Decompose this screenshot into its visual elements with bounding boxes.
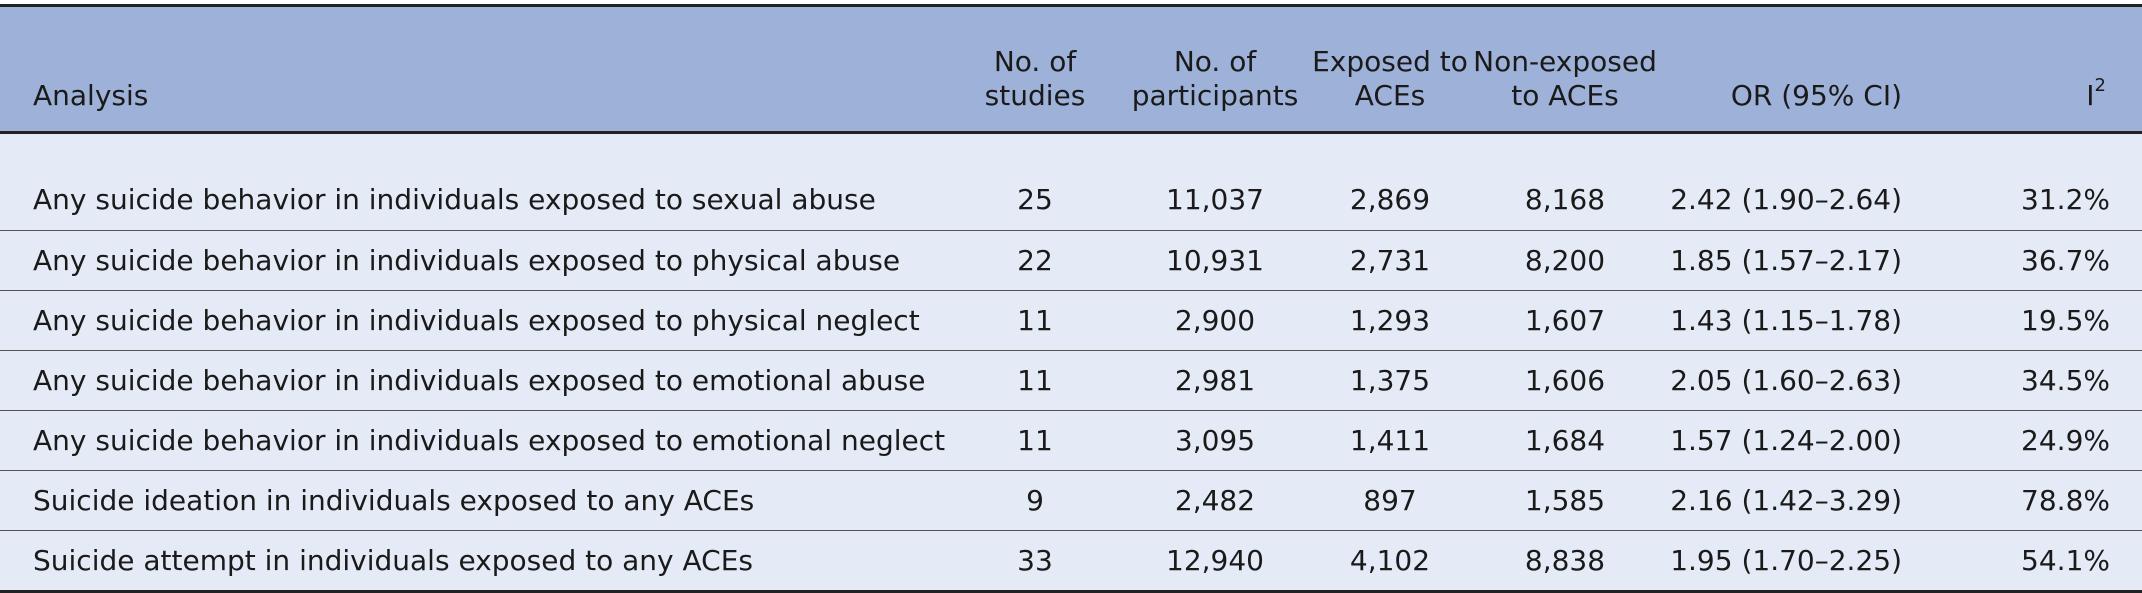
cell-or-ci: 1.95 (1.70–2.25) <box>1660 530 1942 593</box>
header-i2: I2 <box>1942 4 2142 134</box>
cell-or-ci: 2.42 (1.90–2.64) <box>1660 132 1942 231</box>
cell-i2: 78.8% <box>1942 470 2142 531</box>
cell-or-ci: 1.57 (1.24–2.00) <box>1660 410 1942 471</box>
cell-exposed: 4,102 <box>1310 530 1470 593</box>
header-row: Analysis No. of studies No. of participa… <box>0 4 2142 134</box>
cell-nonexposed: 1,684 <box>1470 410 1660 471</box>
header-exposed: Exposed to ACEs <box>1310 4 1470 134</box>
cell-or-ci: 2.16 (1.42–3.29) <box>1660 470 1942 531</box>
cell-analysis: Any suicide behavior in individuals expo… <box>0 350 950 411</box>
cell-analysis: Any suicide behavior in individuals expo… <box>0 410 950 471</box>
cell-participants: 10,931 <box>1120 230 1310 291</box>
cell-i2: 19.5% <box>1942 290 2142 351</box>
cell-studies: 11 <box>950 350 1120 411</box>
header-studies-line1: No. of <box>993 45 1077 78</box>
table-row: Suicide attempt in individuals exposed t… <box>0 530 2142 593</box>
cell-analysis: Suicide ideation in individuals exposed … <box>0 470 950 531</box>
header-nonexposed: Non-exposed to ACEs <box>1470 4 1660 134</box>
cell-nonexposed: 8,838 <box>1470 530 1660 593</box>
cell-participants: 11,037 <box>1120 132 1310 231</box>
cell-participants: 3,095 <box>1120 410 1310 471</box>
cell-participants: 2,482 <box>1120 470 1310 531</box>
cell-nonexposed: 8,200 <box>1470 230 1660 291</box>
table-header: Analysis No. of studies No. of participa… <box>0 4 2142 134</box>
cell-exposed: 2,731 <box>1310 230 1470 291</box>
header-analysis-label: Analysis <box>33 79 149 112</box>
cell-nonexposed: 1,606 <box>1470 350 1660 411</box>
table-row: Any suicide behavior in individuals expo… <box>0 350 2142 411</box>
header-i2-base: I <box>2086 79 2095 112</box>
cell-i2: 31.2% <box>1942 132 2142 231</box>
table-body: Any suicide behavior in individuals expo… <box>0 132 2142 593</box>
table-row: Suicide ideation in individuals exposed … <box>0 470 2142 531</box>
header-participants-line1: No. of <box>1173 45 1257 78</box>
cell-or-ci: 2.05 (1.60–2.63) <box>1660 350 1942 411</box>
table-row: Any suicide behavior in individuals expo… <box>0 410 2142 471</box>
header-or-ci-label: OR (95% CI) <box>1730 79 1902 112</box>
cell-exposed: 1,375 <box>1310 350 1470 411</box>
cell-analysis: Any suicide behavior in individuals expo… <box>0 132 950 231</box>
cell-exposed: 1,293 <box>1310 290 1470 351</box>
header-studies: No. of studies <box>950 4 1120 134</box>
cell-exposed: 2,869 <box>1310 132 1470 231</box>
table-row: Any suicide behavior in individuals expo… <box>0 290 2142 351</box>
header-nonexposed-line1: Non-exposed <box>1473 45 1657 78</box>
cell-participants: 2,981 <box>1120 350 1310 411</box>
header-nonexposed-line2: to ACEs <box>1511 79 1619 112</box>
cell-i2: 54.1% <box>1942 530 2142 593</box>
cell-participants: 12,940 <box>1120 530 1310 593</box>
cell-nonexposed: 8,168 <box>1470 132 1660 231</box>
cell-nonexposed: 1,607 <box>1470 290 1660 351</box>
cell-studies: 11 <box>950 290 1120 351</box>
cell-or-ci: 1.85 (1.57–2.17) <box>1660 230 1942 291</box>
cell-studies: 33 <box>950 530 1120 593</box>
cell-or-ci: 1.43 (1.15–1.78) <box>1660 290 1942 351</box>
cell-studies: 22 <box>950 230 1120 291</box>
results-table-container: Analysis No. of studies No. of participa… <box>0 4 2142 593</box>
meta-analysis-table: Analysis No. of studies No. of participa… <box>0 4 2142 593</box>
cell-studies: 11 <box>950 410 1120 471</box>
header-i2-superscript: 2 <box>2094 75 2106 96</box>
cell-analysis: Suicide attempt in individuals exposed t… <box>0 530 950 593</box>
cell-i2: 36.7% <box>1942 230 2142 291</box>
cell-studies: 25 <box>950 132 1120 231</box>
cell-studies: 9 <box>950 470 1120 531</box>
header-analysis: Analysis <box>0 4 950 134</box>
cell-analysis: Any suicide behavior in individuals expo… <box>0 290 950 351</box>
header-studies-line2: studies <box>984 79 1086 112</box>
cell-i2: 34.5% <box>1942 350 2142 411</box>
cell-participants: 2,900 <box>1120 290 1310 351</box>
header-or-ci: OR (95% CI) <box>1660 4 1942 134</box>
header-exposed-line2: ACEs <box>1354 79 1426 112</box>
cell-exposed: 897 <box>1310 470 1470 531</box>
header-participants: No. of participants <box>1120 4 1310 134</box>
cell-exposed: 1,411 <box>1310 410 1470 471</box>
header-exposed-line1: Exposed to <box>1312 45 1468 78</box>
cell-nonexposed: 1,585 <box>1470 470 1660 531</box>
cell-analysis: Any suicide behavior in individuals expo… <box>0 230 950 291</box>
cell-i2: 24.9% <box>1942 410 2142 471</box>
table-row: Any suicide behavior in individuals expo… <box>0 132 2142 231</box>
header-participants-line2: participants <box>1131 79 1299 112</box>
table-row: Any suicide behavior in individuals expo… <box>0 230 2142 291</box>
